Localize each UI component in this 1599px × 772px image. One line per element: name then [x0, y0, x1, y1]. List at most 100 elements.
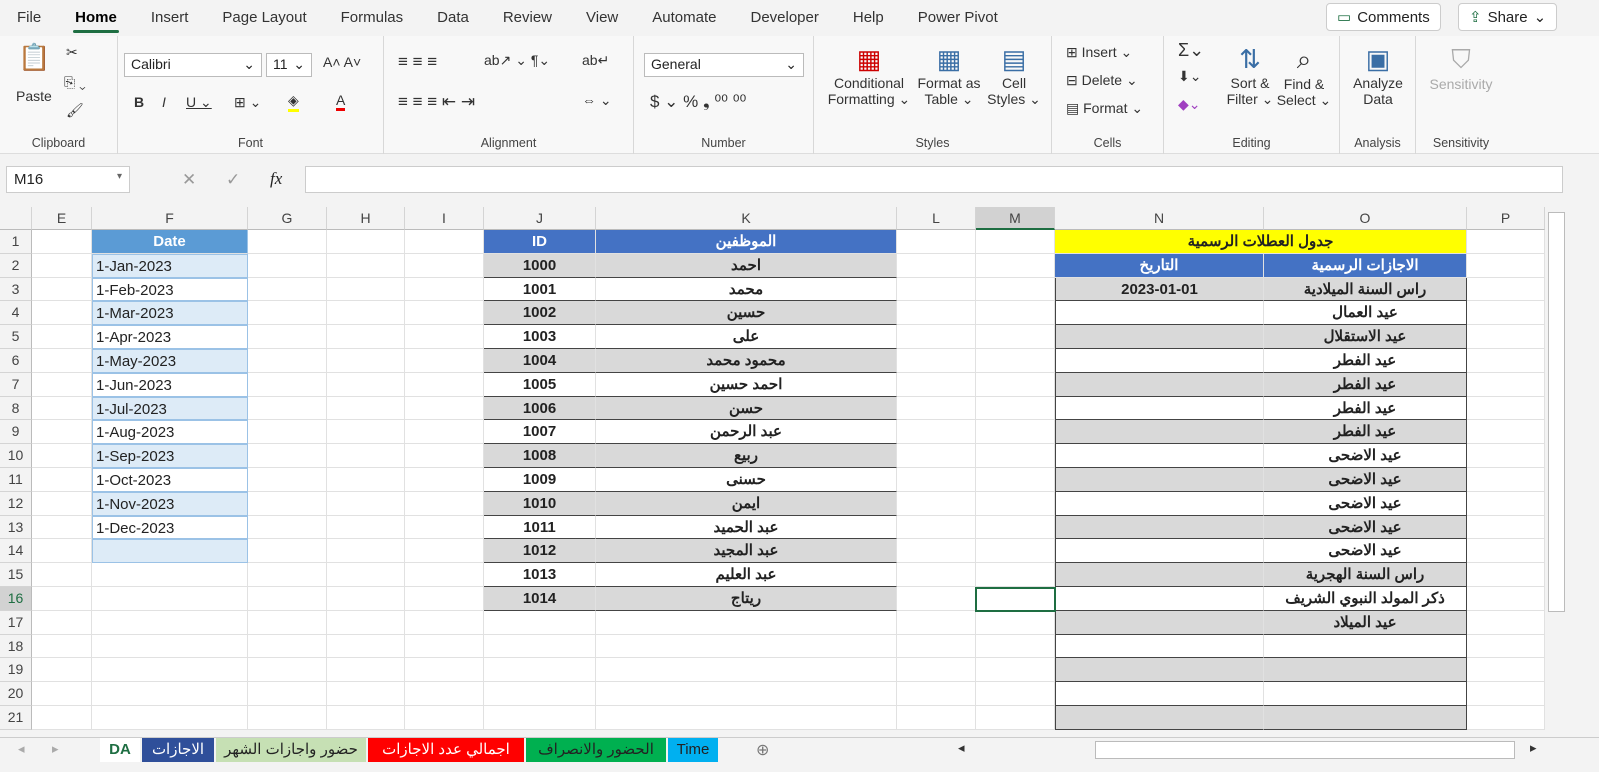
holiday-date[interactable] — [1055, 444, 1264, 468]
holiday-name[interactable]: عيد الاستقلال — [1264, 325, 1467, 349]
accounting-format-icon[interactable]: $ ⌄ % ❟ ⁰⁰ ⁰⁰ — [650, 92, 747, 111]
holiday-name[interactable]: عيد الاضحى — [1264, 539, 1467, 564]
employee-name[interactable]: ايمن — [596, 491, 897, 516]
align-left-icon[interactable]: ≡ ≡ ≡ ⇤ ⇥ — [398, 92, 476, 111]
holiday-name[interactable]: ذكر المولد النبوي الشريف — [1264, 587, 1467, 611]
cell[interactable] — [976, 515, 1055, 540]
cell[interactable] — [976, 372, 1055, 397]
cell[interactable] — [976, 420, 1055, 445]
cell[interactable] — [327, 587, 405, 611]
table-cell[interactable] — [92, 539, 248, 564]
orientation-icon[interactable]: ab↗ ⌄ ¶⌄ — [484, 52, 551, 68]
cell[interactable] — [32, 396, 92, 421]
cell[interactable] — [248, 658, 327, 683]
worksheet-grid[interactable]: E F G H I J K L M N O P 1 2 3 4 5 6 7 8 9 10 11 12 13 14 15 16 17 18 1… — [0, 207, 1545, 730]
cell[interactable] — [596, 706, 897, 730]
cell[interactable] — [405, 325, 484, 349]
cell[interactable] — [897, 277, 976, 302]
employee-name[interactable]: ريتاج — [596, 587, 897, 611]
employee-id[interactable]: 1000 — [484, 253, 596, 278]
employee-name[interactable]: احمد — [596, 253, 897, 278]
cell[interactable] — [897, 610, 976, 635]
cell[interactable] — [405, 491, 484, 516]
cell[interactable] — [248, 372, 327, 397]
cell[interactable] — [484, 682, 596, 706]
wrap-text-icon[interactable]: ab↵ — [582, 52, 610, 68]
holiday-date[interactable] — [1055, 491, 1264, 516]
cell[interactable] — [596, 682, 897, 706]
cell[interactable] — [32, 277, 92, 302]
cell[interactable] — [405, 230, 484, 254]
cell[interactable] — [897, 349, 976, 373]
cell[interactable] — [484, 706, 596, 730]
holiday-date[interactable] — [1055, 658, 1264, 683]
cell[interactable] — [92, 634, 248, 659]
employee-name[interactable]: على — [596, 325, 897, 349]
menu-insert[interactable]: Insert — [150, 9, 189, 26]
cell[interactable] — [327, 253, 405, 278]
cell[interactable] — [1467, 491, 1545, 516]
cell[interactable] — [32, 682, 92, 706]
cell[interactable] — [897, 420, 976, 445]
cell[interactable] — [32, 349, 92, 373]
cell[interactable] — [327, 491, 405, 516]
cut-icon[interactable]: ✂ — [66, 44, 78, 60]
cell[interactable] — [405, 587, 484, 611]
holiday-name[interactable] — [1264, 706, 1467, 730]
cell[interactable] — [92, 563, 248, 587]
cell[interactable] — [405, 349, 484, 373]
cell[interactable] — [1467, 468, 1545, 492]
insert-function-icon[interactable]: fx — [270, 169, 283, 188]
date-cell[interactable]: 1-Jan-2023 — [92, 253, 248, 278]
date-cell[interactable]: 1-Oct-2023 — [92, 468, 248, 492]
cell[interactable] — [1467, 587, 1545, 611]
employee-name[interactable]: حسن — [596, 396, 897, 421]
cell[interactable] — [1467, 230, 1545, 254]
date-cell[interactable]: 1-Sep-2023 — [92, 444, 248, 468]
cell[interactable] — [248, 682, 327, 706]
holiday-date[interactable] — [1055, 706, 1264, 730]
sort-filter-button[interactable]: ⇅ Sort & Filter ⌄ — [1226, 44, 1274, 107]
cell[interactable] — [1467, 277, 1545, 302]
cell[interactable] — [248, 539, 327, 564]
cell[interactable] — [248, 349, 327, 373]
format-painter-icon[interactable]: 🖌 — [66, 102, 84, 118]
date-cell[interactable]: 1-Jul-2023 — [92, 396, 248, 421]
cell[interactable] — [596, 610, 897, 635]
cell[interactable] — [405, 253, 484, 278]
cell[interactable] — [976, 325, 1055, 349]
cell[interactable] — [897, 587, 976, 611]
cell[interactable] — [248, 610, 327, 635]
date-cell[interactable]: 1-Mar-2023 — [92, 301, 248, 326]
cell[interactable] — [1467, 682, 1545, 706]
holiday-name[interactable] — [1264, 682, 1467, 706]
format-cells-button[interactable]: ▤ Format ⌄ — [1066, 100, 1144, 116]
borders-icon[interactable]: ⊞ ⌄ — [234, 94, 262, 110]
date-cell[interactable]: 1-Apr-2023 — [92, 325, 248, 349]
conditional-formatting-button[interactable]: ▦ Conditional Formatting ⌄ — [827, 44, 911, 107]
find-select-button[interactable]: ⌕ Find & Select ⌄ — [1276, 44, 1332, 108]
employee-name[interactable]: عبد المجيد — [596, 539, 897, 564]
cell[interactable] — [484, 658, 596, 683]
menu-automate[interactable]: Automate — [652, 9, 717, 26]
cell[interactable] — [327, 539, 405, 564]
menu-view[interactable]: View — [586, 9, 619, 26]
holiday-date[interactable] — [1055, 563, 1264, 587]
cell[interactable] — [405, 277, 484, 302]
delete-cells-button[interactable]: ⊟ Delete ⌄ — [1066, 72, 1138, 88]
holiday-name[interactable]: عيد الاضحى — [1264, 444, 1467, 468]
holiday-name[interactable]: عيد الفطر — [1264, 349, 1467, 373]
holiday-name-header[interactable]: الاجازات الرسمية — [1264, 253, 1467, 278]
cell[interactable] — [976, 563, 1055, 587]
cell[interactable] — [976, 277, 1055, 302]
employee-id[interactable]: 1007 — [484, 420, 596, 445]
cell[interactable] — [327, 563, 405, 587]
cell[interactable] — [327, 372, 405, 397]
menu-home[interactable]: Home — [58, 0, 134, 36]
date-cell[interactable]: 1-Aug-2023 — [92, 420, 248, 445]
holiday-name[interactable]: عيد الميلاد — [1264, 610, 1467, 635]
cell[interactable] — [248, 491, 327, 516]
holiday-name[interactable]: عيد الاضحى — [1264, 515, 1467, 540]
menu-file[interactable]: File — [17, 9, 42, 26]
employee-id[interactable]: 1013 — [484, 563, 596, 587]
